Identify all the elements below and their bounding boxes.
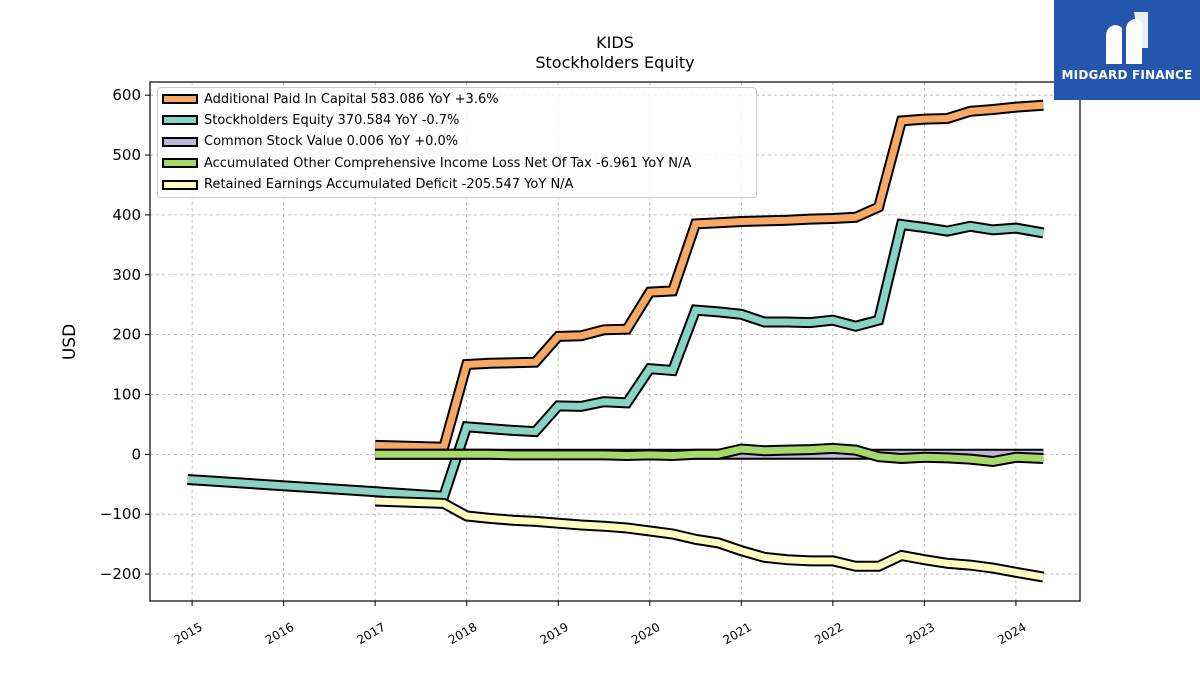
- series-line-1: [187, 218, 1045, 502]
- chart-subtitle: Stockholders Equity: [535, 53, 695, 72]
- legend-label: Accumulated Other Comprehensive Income L…: [204, 155, 692, 171]
- x-tick-label: 2015: [171, 620, 204, 647]
- x-tick-label: 2023: [904, 620, 937, 647]
- y-tick-label: 500: [112, 146, 141, 164]
- x-tick-label: 2020: [629, 620, 662, 647]
- y-tick-label: 0: [131, 445, 141, 463]
- legend-item: Accumulated Other Comprehensive Income L…: [162, 153, 691, 173]
- y-tick-label: 300: [112, 266, 141, 284]
- y-tick-label: 600: [112, 86, 141, 104]
- chart-title: KIDS: [596, 33, 634, 52]
- legend-item: Common Stock Value 0.006 YoY +0.0%: [162, 132, 458, 152]
- y-tick-label: 400: [112, 206, 141, 224]
- series-line-3: [375, 442, 1044, 468]
- legend-label: Stockholders Equity 370.584 YoY -0.7%: [204, 112, 460, 128]
- legend-item: Retained Earnings Accumulated Deficit -2…: [162, 175, 573, 195]
- logo-text: MIDGARD FINANCE: [1061, 68, 1193, 82]
- series-line-0: [375, 99, 1044, 453]
- series-stroke: [375, 497, 1045, 581]
- legend-swatch: [162, 94, 198, 104]
- midgard-logo-icon: [1106, 12, 1148, 64]
- legend-swatch: [162, 179, 198, 190]
- x-tick-label: 2021: [721, 620, 754, 647]
- series-lines: [187, 99, 1045, 583]
- x-tick-label: 2022: [812, 620, 845, 647]
- y-tick-label: −200: [100, 565, 141, 583]
- plot-frame: [149, 81, 1081, 602]
- y-axis-ticks: 600 500 400 300 200 100 0 −100 −200: [100, 86, 150, 583]
- y-tick-label: 200: [112, 326, 141, 344]
- chart-legend: Additional Paid In Capital 583.086 YoY +…: [157, 87, 757, 198]
- x-axis-ticks: 2015 2016 2017 2018 2019 2020 2021 2022 2023 2024: [171, 601, 1029, 647]
- legend-swatch: [162, 158, 198, 169]
- legend-item: Stockholders Equity 370.584 YoY -0.7%: [162, 110, 459, 130]
- legend-swatch: [162, 115, 198, 126]
- x-tick-label: 2019: [538, 620, 571, 647]
- x-tick-label: 2017: [354, 620, 387, 647]
- y-tick-label: 100: [112, 385, 141, 403]
- series-stroke: [375, 444, 1044, 466]
- legend-label: Retained Earnings Accumulated Deficit -2…: [204, 177, 574, 193]
- legend-label: Additional Paid In Capital 583.086 YoY +…: [204, 91, 499, 107]
- y-tick-label: −100: [100, 505, 141, 523]
- series-stroke: [187, 220, 1045, 500]
- x-tick-label: 2016: [263, 620, 296, 647]
- series-line-4: [375, 495, 1045, 583]
- legend-item: Additional Paid In Capital 583.086 YoY +…: [162, 89, 499, 109]
- legend-label: Common Stock Value 0.006 YoY +0.0%: [204, 134, 459, 150]
- y-axis-label: USD: [60, 324, 80, 360]
- legend-swatch: [162, 136, 198, 147]
- x-tick-label: 2018: [446, 620, 479, 647]
- series-stroke: [375, 101, 1044, 451]
- x-tick-label: 2024: [995, 620, 1028, 647]
- midgard-finance-logo: MIDGARD FINANCE: [1054, 0, 1200, 100]
